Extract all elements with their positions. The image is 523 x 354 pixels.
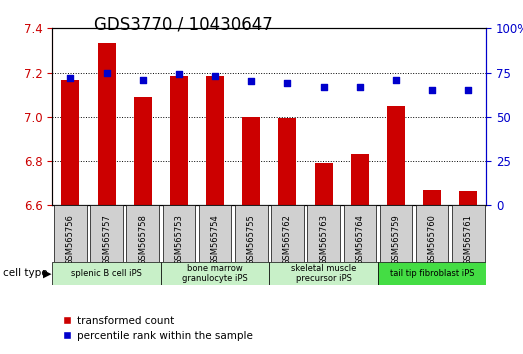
Text: GSM565756: GSM565756: [66, 214, 75, 265]
Bar: [314, 163, 333, 205]
FancyBboxPatch shape: [161, 262, 269, 285]
Text: bone marrow
granulocyte iPS: bone marrow granulocyte iPS: [182, 264, 248, 283]
Text: GSM565759: GSM565759: [391, 214, 401, 264]
FancyBboxPatch shape: [271, 205, 304, 262]
FancyBboxPatch shape: [163, 205, 195, 262]
Bar: [206, 76, 224, 205]
Point: [103, 70, 111, 75]
Legend: transformed count, percentile rank within the sample: transformed count, percentile rank withi…: [58, 312, 257, 345]
Text: GSM565762: GSM565762: [283, 214, 292, 265]
FancyBboxPatch shape: [452, 205, 485, 262]
Text: ▶: ▶: [43, 268, 51, 278]
Text: GSM565755: GSM565755: [247, 214, 256, 264]
Bar: [242, 117, 260, 205]
Text: tail tip fibroblast iPS: tail tip fibroblast iPS: [390, 269, 474, 278]
Point: [464, 87, 472, 93]
Point: [66, 75, 75, 81]
Bar: [61, 80, 79, 205]
Bar: [351, 154, 369, 205]
Text: GSM565757: GSM565757: [102, 214, 111, 265]
Point: [392, 77, 400, 82]
Bar: [387, 106, 405, 205]
FancyBboxPatch shape: [344, 205, 376, 262]
Bar: [278, 118, 297, 205]
Text: GSM565760: GSM565760: [428, 214, 437, 265]
FancyBboxPatch shape: [90, 205, 123, 262]
Point: [356, 84, 364, 90]
Point: [175, 72, 183, 77]
FancyBboxPatch shape: [416, 205, 448, 262]
FancyBboxPatch shape: [52, 262, 161, 285]
FancyBboxPatch shape: [378, 262, 486, 285]
Point: [428, 87, 436, 93]
Point: [247, 79, 255, 84]
Point: [211, 73, 219, 79]
FancyBboxPatch shape: [199, 205, 231, 262]
FancyBboxPatch shape: [54, 205, 87, 262]
Point: [139, 77, 147, 82]
FancyBboxPatch shape: [308, 205, 340, 262]
FancyBboxPatch shape: [269, 262, 378, 285]
Text: skeletal muscle
precursor iPS: skeletal muscle precursor iPS: [291, 264, 356, 283]
Bar: [97, 43, 116, 205]
Point: [320, 84, 328, 90]
Text: GSM565754: GSM565754: [211, 214, 220, 264]
FancyBboxPatch shape: [380, 205, 412, 262]
Text: GSM565764: GSM565764: [355, 214, 365, 265]
Text: GDS3770 / 10430647: GDS3770 / 10430647: [94, 16, 272, 34]
Text: GSM565763: GSM565763: [319, 214, 328, 265]
FancyBboxPatch shape: [127, 205, 159, 262]
Text: splenic B cell iPS: splenic B cell iPS: [71, 269, 142, 278]
Bar: [459, 191, 477, 205]
FancyBboxPatch shape: [235, 205, 268, 262]
Bar: [423, 190, 441, 205]
Text: GSM565761: GSM565761: [464, 214, 473, 265]
Text: GSM565758: GSM565758: [138, 214, 147, 265]
Text: GSM565753: GSM565753: [174, 214, 184, 265]
Text: cell type: cell type: [3, 268, 47, 278]
Bar: [170, 76, 188, 205]
Point: [283, 80, 292, 86]
Bar: [134, 97, 152, 205]
